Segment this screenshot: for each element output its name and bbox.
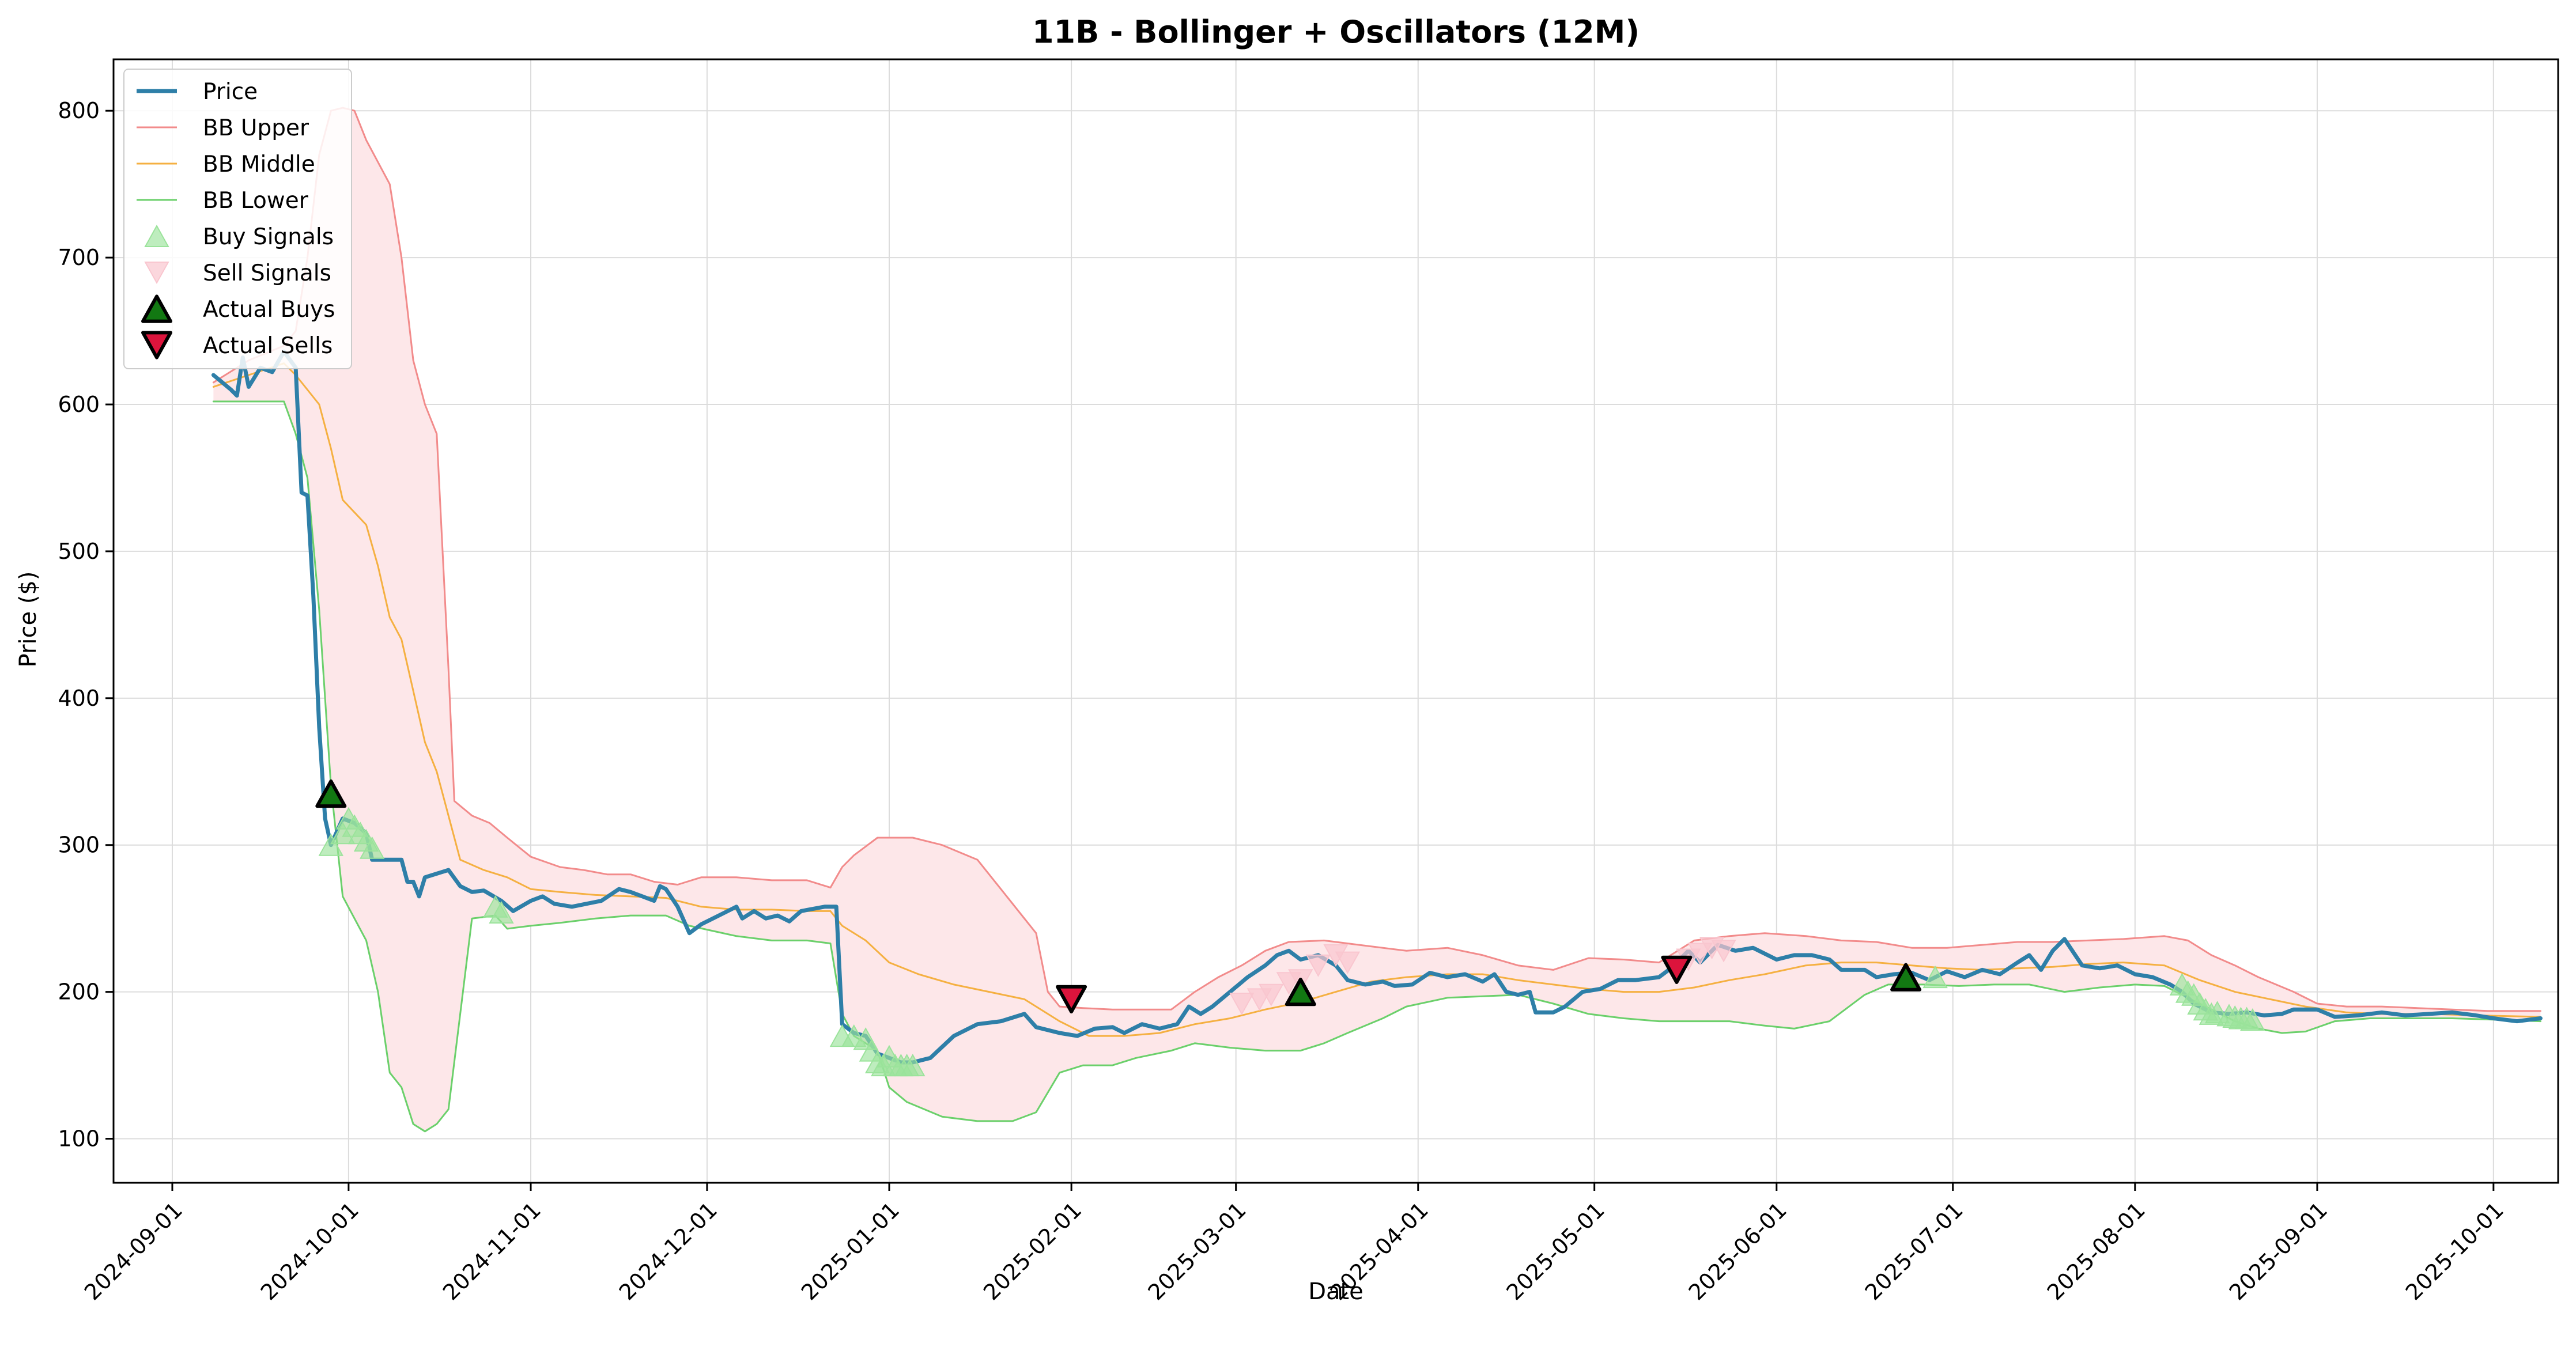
grid [114, 59, 2558, 1183]
legend-swatch-buy-signal [144, 224, 169, 247]
legend-swatch-actual-sell [141, 331, 172, 360]
y-tick-label: 100 [58, 1126, 100, 1152]
legend-label: Actual Sells [203, 333, 333, 359]
legend-swatch-sell-signal [144, 262, 169, 285]
legend-label: Price [203, 79, 258, 105]
signal-markers [315, 779, 2265, 1077]
y-tick-label: 500 [58, 539, 100, 564]
legend: Price BB Upper BB Middle BB Lower Buy Signal… [123, 69, 352, 369]
actual-buy-marker [1890, 963, 1922, 992]
y-tick-label: 600 [58, 392, 100, 417]
buy-signal-marker [900, 1054, 926, 1077]
plot-area-frame [112, 58, 2559, 1184]
band-area [213, 108, 2541, 1132]
legend-swatch-actual-buy [141, 294, 172, 323]
y-tick-label: 300 [58, 833, 100, 858]
actual-sell-marker [1056, 985, 1087, 1013]
y-tick-label: 800 [58, 98, 100, 123]
series-lines [211, 107, 2543, 1133]
bb-middle-line [212, 362, 2541, 1037]
y-axis-label: Price ($) [15, 572, 41, 668]
sell-signal-marker [1259, 983, 1284, 1006]
y-tick-label: 200 [58, 979, 100, 1005]
legend-label: Buy Signals [203, 224, 334, 250]
legend-label: Sell Signals [203, 260, 331, 286]
actual-sell-marker [1661, 955, 1693, 984]
legend-box [123, 69, 352, 369]
bb-upper-line [212, 107, 2541, 1012]
sell-signal-marker [1305, 954, 1331, 977]
bollinger-band-fill [213, 108, 2541, 1132]
y-axis-ticks: 100 200 300 400 500 600 700 800 [58, 98, 114, 1152]
sell-signal-marker [1711, 940, 1736, 963]
buy-signal-marker [318, 833, 343, 856]
actual-buy-marker [1285, 978, 1316, 1006]
sell-signal-marker [1229, 993, 1255, 1016]
legend-label: BB Lower [203, 188, 309, 214]
y-tick-label: 400 [58, 686, 100, 711]
buy-signal-marker [360, 836, 385, 859]
legend-label: BB Middle [203, 152, 315, 177]
chart-title: 11B - Bollinger + Oscillators (12M) [1032, 14, 1640, 50]
y-tick-label: 700 [58, 245, 100, 270]
price-line [211, 349, 2543, 1065]
legend-label: BB Upper [203, 115, 309, 141]
x-axis-label: Date [1308, 1278, 1363, 1305]
buy-signal-marker [1922, 966, 1948, 989]
bb-lower-line [212, 400, 2541, 1133]
sell-signal-marker [1335, 951, 1361, 974]
actual-buy-marker [315, 779, 347, 808]
buy-signal-marker [489, 900, 514, 924]
buy-signal-marker [2240, 1008, 2265, 1031]
legend-label: Actual Buys [203, 297, 335, 323]
